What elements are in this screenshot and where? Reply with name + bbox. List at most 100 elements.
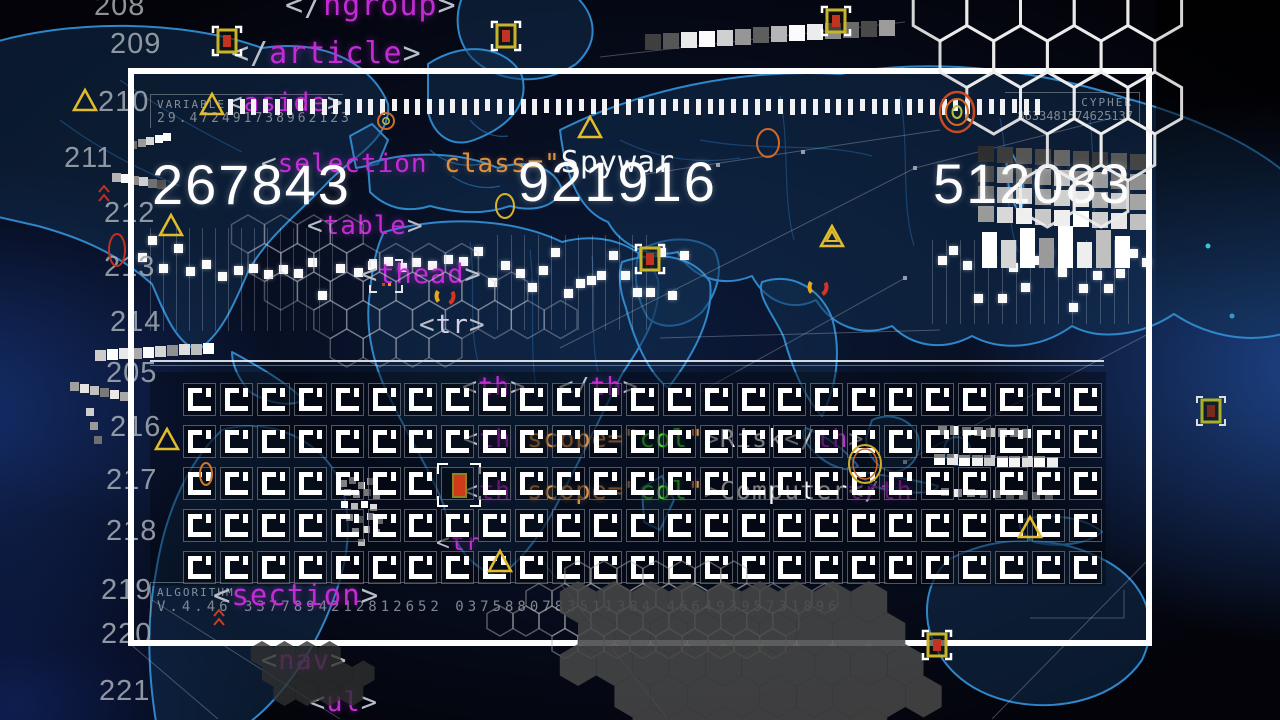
pixel-block (90, 386, 99, 395)
bracket-cell (478, 425, 512, 458)
tick-mark (894, 99, 900, 114)
bracket-glyph (667, 430, 691, 453)
hexagon-icon (723, 675, 760, 718)
scatter-gridline (960, 240, 961, 324)
bracket-cell (1068, 383, 1102, 416)
bracket-cell (957, 383, 991, 416)
bracket-cell (478, 509, 512, 542)
hexagon-icon (741, 707, 778, 720)
pixel-block (167, 345, 178, 357)
bracket-glyph (815, 430, 839, 453)
bracket-glyph (483, 430, 507, 453)
scatter-point (1058, 268, 1067, 277)
hexagon-icon (814, 707, 851, 720)
bracket-cell (773, 425, 807, 458)
bracket-cell (921, 467, 954, 500)
tick-mark (801, 99, 807, 114)
hexagon-icon (551, 627, 579, 660)
bracket-cell (293, 425, 327, 458)
bracket-glyph (557, 430, 580, 453)
code-token: nav (278, 645, 331, 676)
tick-mark (777, 99, 783, 114)
hexagon-icon (869, 612, 906, 655)
pixel-block (155, 346, 166, 357)
bracket-glyph (852, 430, 876, 453)
bracket-cell (588, 425, 622, 458)
bracket-glyph (1036, 472, 1060, 495)
bracket-cell (736, 551, 770, 584)
pixel-block (94, 436, 102, 444)
line-number: 220 (101, 618, 153, 650)
hexagon-icon (632, 644, 669, 686)
tick-mark (415, 99, 421, 115)
bracket-cell (404, 467, 438, 500)
bracket-glyph (224, 430, 248, 453)
pixel-block (100, 388, 109, 397)
code-token: > (437, 0, 457, 23)
bracket-cell (773, 467, 807, 500)
bracket-glyph (1036, 514, 1060, 537)
bracket-glyph (409, 556, 433, 579)
bracket-cell (552, 425, 585, 458)
tick-mark (824, 99, 830, 113)
bracket-cell (441, 509, 475, 542)
line-number: 208 (94, 0, 146, 22)
scatter-gridline (267, 228, 268, 331)
hexagon-icon (705, 707, 742, 720)
hexagon-icon (273, 680, 296, 706)
bracket-glyph (298, 472, 322, 495)
hexagon-icon (911, 0, 969, 43)
bracket-cell (183, 551, 216, 584)
tri-icon (576, 114, 604, 139)
scatter-gridline (632, 235, 633, 330)
counter-3: 512083 (933, 152, 1132, 215)
bracket-glyph (1036, 430, 1060, 453)
tick-mark (579, 99, 584, 111)
pixel-block (934, 454, 945, 465)
code-token: > (406, 211, 424, 241)
code-token: </ (285, 0, 324, 23)
scatter-point (264, 270, 273, 279)
bracket-cell (515, 509, 549, 542)
code-tag: <nav> (261, 645, 347, 676)
bracket-cell (293, 509, 327, 542)
pixel-block (861, 20, 877, 37)
scatter-gridline (202, 228, 203, 331)
pixel-block (1130, 154, 1146, 170)
bracket-glyph (704, 430, 728, 453)
bracket-cell (183, 509, 216, 542)
bracket-glyph (630, 430, 654, 453)
bracket-cell (957, 551, 991, 584)
line-number: 218 (106, 515, 158, 547)
pixel-block (971, 454, 983, 466)
bracket-glyph (483, 388, 507, 411)
bracket-glyph (926, 430, 949, 453)
bracket-glyph (298, 514, 322, 537)
scatter-point (1129, 249, 1138, 258)
hexagon-icon (668, 644, 706, 686)
tick-mark (637, 99, 643, 113)
tick-mark (380, 99, 386, 115)
bracket-cell (884, 425, 918, 458)
bracket-cell (662, 509, 696, 542)
bracket-cell (256, 509, 290, 542)
pixel-block (825, 23, 841, 39)
bracket-cell (921, 551, 954, 584)
bracket-glyph (593, 514, 617, 537)
top-right-shade (1156, 0, 1280, 320)
hud-label-value: 8633481574625137 (1017, 109, 1133, 123)
pixel-block (112, 173, 121, 182)
scatter-gridline (510, 235, 512, 330)
scatter-point (159, 264, 168, 273)
hexagon-icon (559, 644, 597, 686)
bracket-glyph (1073, 388, 1097, 411)
bracket-glyph (962, 472, 986, 495)
tick-mark (274, 99, 280, 115)
bracket-glyph (593, 388, 617, 411)
hexagon-icon (614, 675, 651, 718)
bracket-glyph (372, 472, 396, 495)
hexagon-icon (992, 23, 1049, 90)
tick-mark (614, 99, 620, 114)
scatter-point (308, 258, 317, 267)
scatter-point (528, 283, 537, 292)
